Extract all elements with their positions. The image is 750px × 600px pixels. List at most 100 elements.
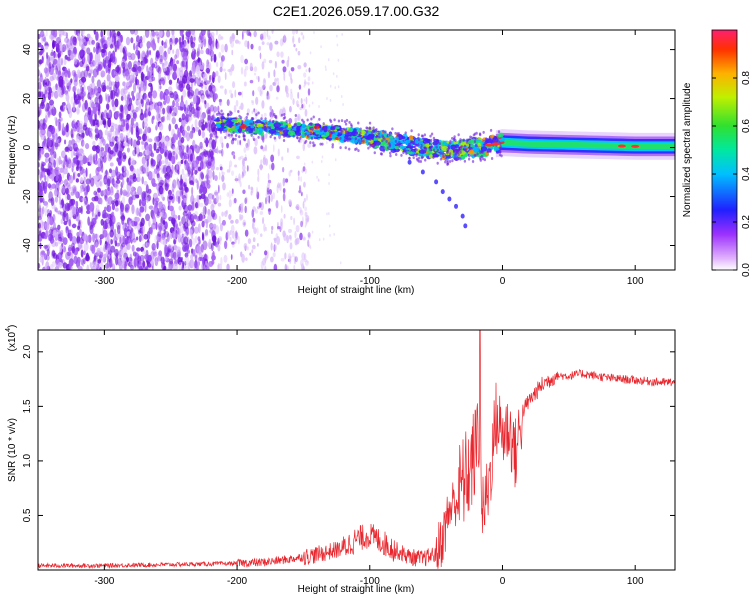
- noise-speckle: [138, 261, 142, 266]
- noise-speckle: [161, 232, 166, 241]
- noise-speckle: [177, 181, 180, 189]
- noise-speckle: [104, 50, 108, 56]
- noise-speckle: [129, 253, 133, 262]
- noise-speckle: [39, 30, 45, 38]
- noise-speckle: [114, 79, 120, 89]
- signal-halo: [331, 145, 334, 149]
- signal-halo: [262, 123, 266, 127]
- noise-speckle: [143, 117, 148, 124]
- signal-halo: [411, 149, 415, 153]
- signal-halo: [348, 147, 351, 151]
- noise-speckle: [197, 57, 201, 63]
- noise-speckle: [97, 45, 101, 54]
- noise-speckle: [70, 149, 74, 159]
- signal-halo: [410, 129, 413, 133]
- noise-speckle: [272, 144, 275, 153]
- noise-speckle: [44, 45, 49, 50]
- signal-halo: [345, 118, 349, 122]
- tail-point: [440, 189, 445, 195]
- noise-speckle: [53, 204, 57, 210]
- noise-speckle: [280, 51, 284, 58]
- signal-halo: [365, 132, 368, 136]
- noise-speckle: [220, 55, 225, 62]
- noise-speckle: [290, 215, 293, 221]
- noise-speckle: [161, 142, 165, 149]
- noise-speckle: [57, 118, 61, 124]
- signal-halo: [473, 132, 477, 136]
- noise-speckle: [207, 114, 211, 121]
- noise-speckle: [215, 166, 220, 171]
- noise-speckle: [137, 65, 142, 72]
- noise-speckle: [184, 159, 188, 165]
- noise-speckle: [85, 252, 90, 262]
- x-tick-label: -300: [94, 576, 114, 587]
- noise-speckle: [141, 133, 147, 142]
- noise-speckle: [148, 219, 151, 227]
- noise-speckle: [207, 213, 212, 223]
- noise-speckle: [168, 79, 173, 85]
- noise-speckle: [197, 223, 201, 234]
- noise-speckle: [255, 75, 259, 80]
- noise-speckle: [141, 196, 147, 207]
- noise-speckle: [210, 31, 215, 38]
- noise-speckle: [45, 111, 49, 121]
- signal-halo: [344, 136, 347, 140]
- noise-speckle: [137, 92, 142, 101]
- noise-speckle: [289, 242, 293, 250]
- signal-halo: [318, 117, 321, 121]
- signal-halo: [420, 146, 423, 150]
- noise-speckle: [67, 184, 72, 190]
- noise-speckle: [46, 51, 49, 60]
- noise-speckle: [231, 49, 234, 56]
- noise-speckle: [190, 194, 195, 205]
- noise-speckle: [210, 122, 216, 132]
- noise-speckle: [188, 267, 191, 270]
- noise-speckle: [336, 43, 339, 47]
- noise-speckle: [89, 201, 95, 212]
- noise-speckle: [59, 232, 63, 237]
- noise-speckle: [66, 38, 71, 49]
- noise-speckle: [114, 248, 119, 257]
- noise-speckle: [253, 30, 257, 38]
- noise-speckle: [295, 30, 299, 35]
- signal-blob: [325, 131, 330, 137]
- noise-speckle: [327, 212, 330, 216]
- noise-speckle: [73, 255, 78, 265]
- noise-speckle: [94, 52, 99, 63]
- noise-speckle: [73, 99, 79, 105]
- noise-speckle: [106, 73, 111, 82]
- noise-speckle: [142, 35, 146, 44]
- signal-halo: [375, 135, 378, 139]
- signal-halo: [368, 137, 372, 141]
- noise-speckle: [304, 206, 308, 212]
- noise-speckle: [164, 244, 168, 254]
- noise-speckle: [172, 133, 177, 144]
- noise-speckle: [282, 66, 287, 73]
- noise-speckle: [82, 152, 85, 158]
- chart-title: C2E1.2026.059.17.00.G32: [273, 3, 440, 19]
- noise-speckle: [228, 213, 232, 220]
- noise-speckle: [210, 150, 214, 160]
- noise-speckle: [187, 169, 191, 177]
- noise-speckle: [309, 246, 312, 250]
- noise-speckle: [83, 242, 89, 252]
- noise-speckle: [155, 121, 159, 130]
- noise-speckle: [172, 146, 178, 156]
- noise-speckle: [38, 169, 41, 175]
- noise-speckle: [57, 138, 61, 148]
- y-tick-label: 0.5: [22, 508, 33, 522]
- noise-speckle: [70, 198, 76, 205]
- noise-speckle: [316, 120, 319, 124]
- noise-speckle: [75, 191, 80, 199]
- noise-speckle: [41, 221, 46, 231]
- noise-speckle: [226, 99, 230, 107]
- noise-speckle: [263, 31, 267, 40]
- noise-speckle: [54, 153, 57, 159]
- noise-speckle: [142, 122, 148, 128]
- noise-speckle: [178, 131, 182, 140]
- noise-speckle: [45, 78, 50, 87]
- noise-speckle: [59, 41, 63, 52]
- noise-speckle: [271, 162, 275, 171]
- signal-halo: [333, 118, 336, 122]
- noise-speckle: [78, 91, 83, 97]
